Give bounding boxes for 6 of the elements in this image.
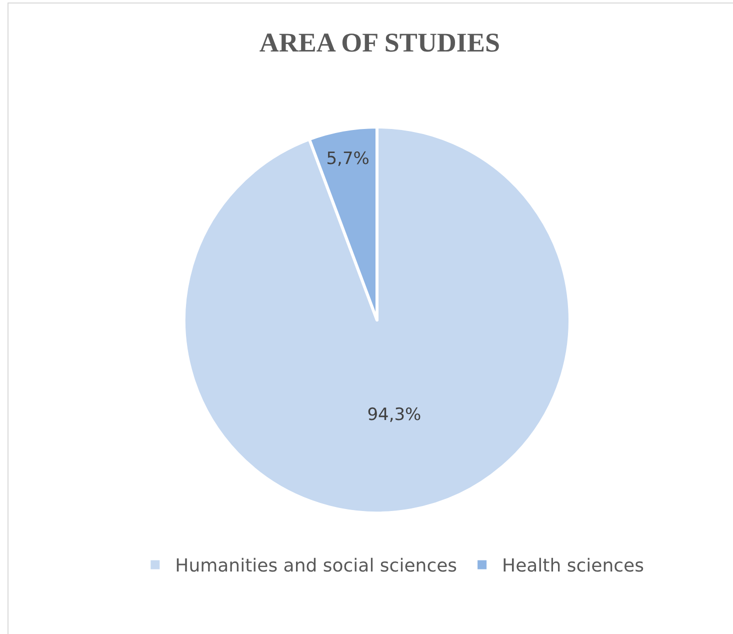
legend-label: Health sciences bbox=[502, 556, 644, 577]
pie-slice bbox=[182, 126, 572, 514]
legend-label: Humanities and social sciences bbox=[175, 556, 458, 577]
data-label: 5,7% bbox=[326, 148, 370, 169]
data-label: 94,3% bbox=[367, 404, 422, 425]
chart-title: AREA OF STUDIES bbox=[259, 27, 500, 58]
